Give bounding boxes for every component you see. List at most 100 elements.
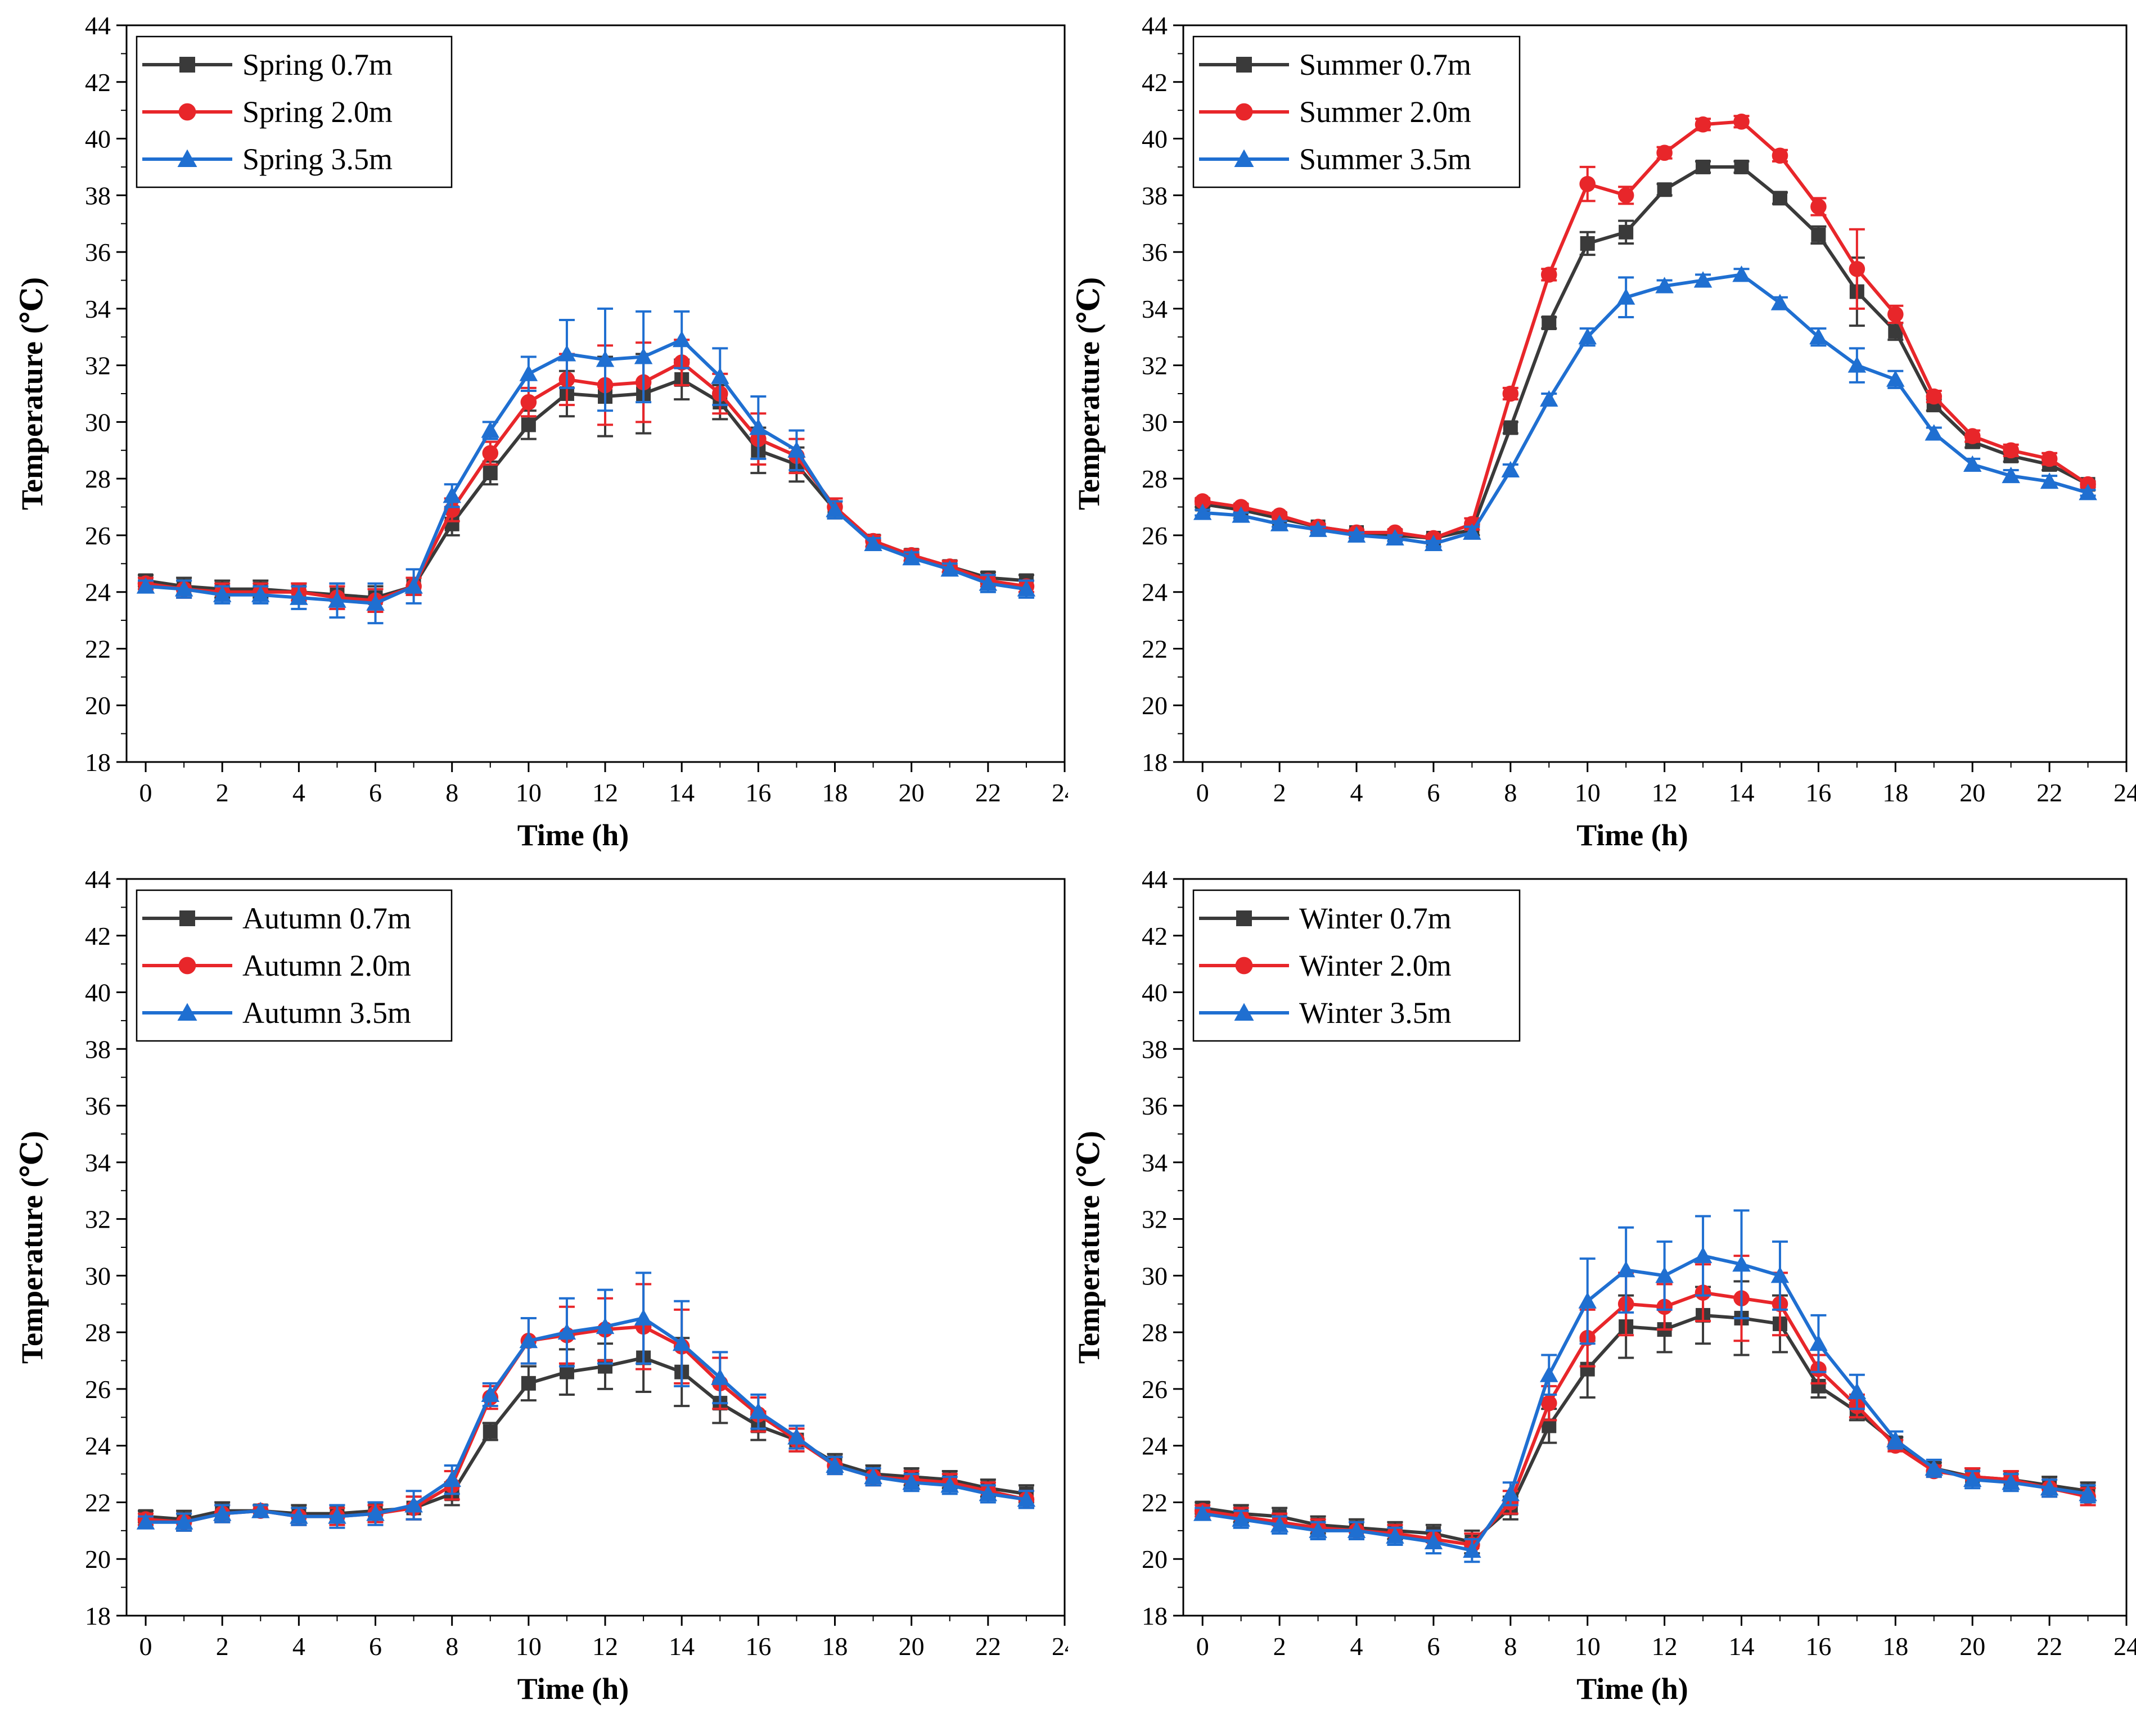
series-line	[145, 1325, 1027, 1524]
data-point	[443, 1470, 461, 1487]
x-tick-label: 6	[1427, 1632, 1440, 1661]
x-tick-label: 0	[139, 778, 152, 807]
y-tick-label: 20	[1142, 1545, 1168, 1573]
legend-label: Summer 2.0m	[1299, 95, 1471, 129]
y-tick-label: 18	[1142, 1602, 1168, 1630]
x-tick-label: 0	[1196, 778, 1209, 807]
data-point	[1810, 199, 1827, 215]
x-tick-label: 18	[1882, 778, 1908, 807]
x-tick-label: 10	[516, 778, 542, 807]
data-point	[136, 1513, 155, 1530]
x-axis-title: Time (h)	[1576, 818, 1688, 852]
y-tick-label: 36	[1142, 238, 1168, 267]
data-point	[1232, 1510, 1250, 1527]
y-tick-label: 18	[85, 748, 111, 777]
x-axis-title: Time (h)	[517, 1672, 629, 1706]
legend-marker	[178, 957, 196, 975]
x-tick-label: 10	[516, 1632, 542, 1661]
data-point	[596, 1317, 615, 1334]
x-tick-label: 24	[2114, 1632, 2136, 1661]
series-winter-0-7m	[1195, 1280, 2096, 1555]
data-point	[1578, 1292, 1597, 1309]
data-point	[672, 331, 691, 348]
y-tick-label: 22	[85, 634, 111, 663]
series-spring-3-5m	[136, 307, 1036, 625]
data-point	[174, 580, 193, 597]
data-point	[1540, 390, 1558, 407]
data-point	[1887, 306, 1904, 323]
y-tick-label: 32	[1142, 1205, 1168, 1234]
y-tick-label: 22	[1142, 634, 1168, 663]
data-point	[1386, 529, 1404, 545]
y-tick-label: 42	[85, 68, 111, 97]
x-tick-label: 12	[1652, 778, 1678, 807]
data-point	[2041, 450, 2058, 467]
legend: Winter 0.7m Winter 2.0m Winter 3.5m	[1192, 889, 1521, 1042]
y-tick-label: 18	[1142, 748, 1168, 777]
legend-marker	[179, 910, 195, 926]
y-tick-label: 44	[1142, 868, 1168, 894]
data-point	[404, 577, 423, 594]
data-point	[1347, 1521, 1366, 1538]
data-point	[290, 1507, 308, 1524]
series-autumn-2-0m	[137, 1283, 1035, 1532]
y-tick-label: 34	[85, 295, 111, 323]
data-point	[1732, 1255, 1751, 1272]
legend-label: Autumn 0.7m	[242, 901, 411, 935]
y-tick-label: 42	[1142, 68, 1168, 97]
data-point	[483, 1424, 498, 1439]
data-point	[481, 421, 500, 438]
data-point	[826, 1456, 844, 1473]
series-line	[1202, 1291, 2089, 1547]
y-tick-label: 32	[85, 351, 111, 380]
y-tick-label: 28	[1142, 465, 1168, 493]
x-tick-label: 14	[669, 778, 695, 807]
y-tick-label: 42	[1142, 922, 1168, 950]
x-tick-label: 22	[975, 1632, 1001, 1661]
x-axis-title: Time (h)	[517, 818, 629, 852]
data-point	[1309, 1521, 1327, 1538]
data-point	[483, 466, 498, 481]
data-point	[1925, 1459, 1944, 1476]
data-point	[902, 548, 921, 566]
data-point	[521, 1376, 536, 1391]
y-tick-label: 22	[85, 1488, 111, 1517]
series-line	[145, 360, 1027, 602]
data-point	[596, 350, 615, 367]
series-summer-3-5m	[1193, 265, 2097, 552]
x-tick-label: 2	[216, 1632, 229, 1661]
y-tick-label: 32	[1142, 351, 1168, 380]
x-tick-label: 6	[369, 778, 382, 807]
x-tick-label: 20	[899, 1632, 925, 1661]
data-point	[711, 367, 729, 384]
data-point	[1886, 370, 1905, 387]
data-point	[1963, 455, 1982, 472]
x-tick-label: 8	[445, 1632, 458, 1661]
y-tick-label: 36	[85, 238, 111, 267]
data-point	[2040, 1479, 2059, 1496]
data-point	[979, 574, 998, 591]
series-line	[1202, 273, 2089, 546]
y-tick-label: 36	[1142, 1092, 1168, 1120]
data-point	[979, 1485, 998, 1501]
data-point	[1424, 1532, 1443, 1549]
y-tick-label: 20	[1142, 691, 1168, 720]
y-tick-label: 38	[85, 181, 111, 210]
legend-marker	[177, 1003, 197, 1021]
data-point	[1809, 327, 1828, 345]
y-tick-label: 30	[85, 408, 111, 436]
x-tick-label: 0	[139, 1632, 152, 1661]
y-tick-label: 26	[85, 1375, 111, 1404]
data-point	[1270, 515, 1289, 531]
legend: Autumn 0.7m Autumn 2.0m Autumn 3.5m	[136, 889, 453, 1042]
x-tick-label: 4	[1350, 778, 1363, 807]
data-point	[1578, 327, 1597, 345]
y-axis-title: Temperature (℃)	[15, 277, 49, 510]
data-point	[1502, 385, 1519, 402]
legend-label: Spring 0.7m	[242, 48, 393, 82]
data-point	[1232, 506, 1250, 523]
data-point	[1772, 191, 1787, 206]
